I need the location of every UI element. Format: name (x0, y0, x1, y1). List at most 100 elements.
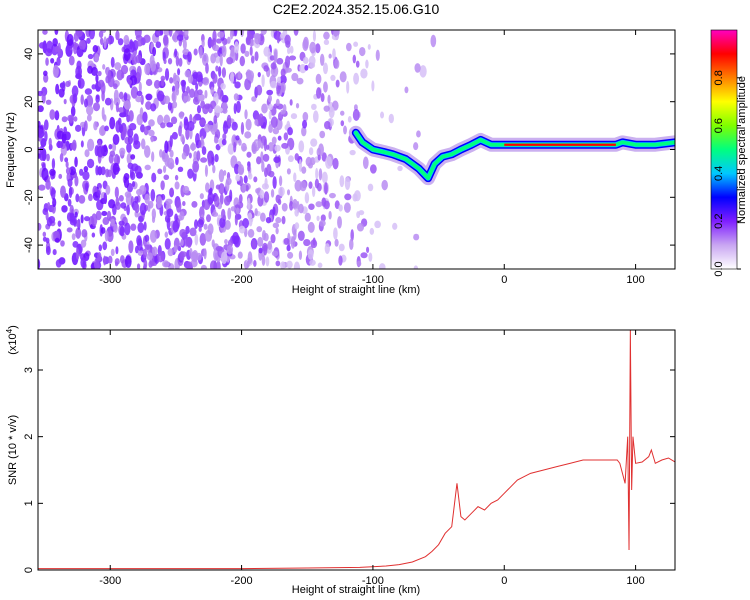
noise-speck (273, 49, 278, 62)
noise-speck (155, 41, 162, 49)
noise-speck (121, 72, 125, 79)
noise-speck (98, 244, 103, 252)
noise-speck (115, 30, 120, 41)
noise-speck (183, 30, 189, 38)
snr-y-scale-suffix: ) (7, 325, 19, 329)
noise-speck (360, 252, 368, 259)
noise-speck (210, 156, 215, 166)
noise-speck (392, 222, 398, 230)
noise-speck (69, 213, 76, 223)
noise-speck (179, 251, 185, 262)
noise-speck (155, 62, 160, 70)
noise-speck (280, 32, 286, 39)
noise-speck (234, 213, 238, 226)
noise-speck (189, 113, 193, 123)
noise-speck (286, 189, 291, 196)
noise-speck (130, 223, 137, 231)
noise-speck (157, 251, 165, 263)
noise-speck (169, 135, 173, 148)
noise-speck (207, 223, 214, 235)
noise-speck (271, 136, 277, 145)
noise-speck (288, 55, 297, 61)
noise-speck (188, 152, 192, 159)
noise-speck (257, 138, 262, 149)
noise-speck (135, 96, 143, 103)
noise-speck (265, 216, 272, 224)
noise-speck (38, 105, 44, 113)
colorbar-tick-label: 0.2 (713, 214, 725, 229)
noise-speck (150, 189, 156, 202)
noise-speck (174, 80, 179, 93)
noise-speck (127, 128, 134, 138)
noise-speck (352, 54, 357, 64)
noise-speck (60, 185, 66, 198)
noise-speck (60, 240, 65, 247)
noise-speck (103, 255, 107, 266)
noise-speck (353, 190, 361, 202)
noise-speck (219, 193, 224, 205)
noise-speck (338, 243, 345, 252)
noise-speck (277, 135, 282, 141)
noise-speck (240, 121, 245, 135)
noise-speck (100, 227, 106, 234)
noise-speck (323, 200, 330, 210)
noise-speck (50, 187, 56, 201)
noise-speck (245, 184, 249, 192)
noise-speck (112, 83, 118, 90)
noise-speck (75, 30, 83, 38)
noise-speck (268, 110, 272, 120)
noise-speck (181, 152, 187, 160)
noise-speck (199, 233, 207, 246)
noise-speck (196, 105, 202, 114)
noise-speck (195, 82, 199, 91)
noise-speck (97, 79, 105, 88)
noise-speck (241, 142, 247, 152)
noise-speck (323, 39, 330, 46)
noise-speck (130, 154, 136, 160)
noise-speck (304, 192, 310, 204)
noise-speck (199, 46, 203, 59)
noise-speck (246, 30, 251, 39)
noise-speck (194, 219, 199, 230)
noise-speck (108, 144, 113, 150)
noise-speck (127, 135, 134, 145)
noise-speck (234, 41, 239, 54)
noise-speck (320, 93, 325, 103)
noise-speck (86, 158, 95, 169)
noise-speck (283, 132, 289, 141)
noise-speck (214, 195, 220, 208)
noise-speck (210, 53, 216, 64)
noise-speck (199, 127, 207, 140)
noise-speck (212, 44, 220, 52)
noise-speck (61, 131, 67, 144)
snr-x-label: Height of straight line (km) (292, 584, 420, 596)
noise-speck (50, 57, 55, 64)
noise-speck (365, 59, 369, 69)
noise-speck (139, 185, 147, 195)
noise-speck (230, 71, 235, 84)
noise-speck (144, 164, 151, 171)
noise-speck (215, 260, 221, 269)
noise-speck (46, 202, 51, 209)
noise-speck (323, 81, 328, 93)
noise-speck (58, 173, 63, 179)
noise-speck (277, 76, 282, 84)
noise-speck (57, 220, 62, 227)
noise-speck (344, 177, 351, 191)
noise-speck (177, 68, 181, 76)
noise-speck (240, 43, 246, 54)
noise-speck (54, 237, 60, 243)
noise-speck (286, 168, 291, 175)
noise-speck (57, 42, 61, 55)
noise-speck (45, 211, 49, 221)
noise-speck (311, 186, 316, 198)
noise-speck (350, 229, 354, 242)
noise-speck (187, 51, 192, 63)
noise-speck (174, 174, 179, 181)
noise-speck (204, 89, 208, 99)
noise-speck (263, 191, 270, 203)
noise-speck (366, 246, 370, 253)
noise-speck (124, 102, 131, 110)
noise-speck (338, 204, 343, 212)
noise-speck (138, 81, 142, 93)
